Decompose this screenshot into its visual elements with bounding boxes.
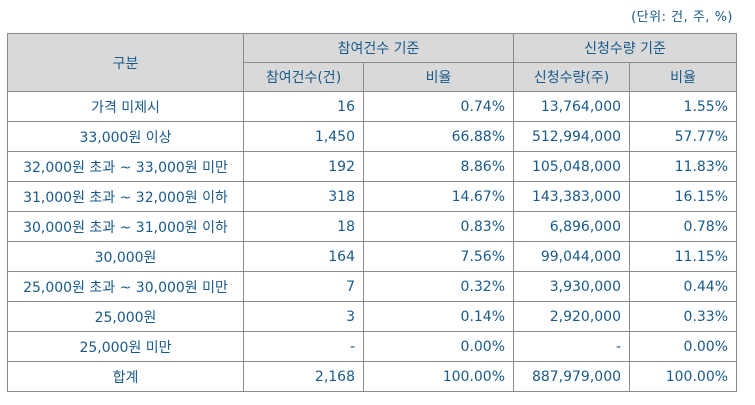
row-label: 30,000원 xyxy=(7,241,244,272)
table-header: 구분 참여건수 기준 신청수량 기준 참여건수(건) 비율 신청수량(주) 비율 xyxy=(7,33,738,92)
subscription-qty-cell: 143,383,000 xyxy=(513,181,631,212)
participation-count-cell: 2,168 xyxy=(243,361,364,392)
table-row: 30,000원 초과 ~ 31,000원 이하 18 0.83% 6,896,0… xyxy=(7,211,738,242)
participation-count-cell: 3 xyxy=(243,301,364,332)
table-body: 가격 미제시 16 0.74% 13,764,000 1.55% 33,000원… xyxy=(7,91,738,392)
table-row: 25,000원 3 0.14% 2,920,000 0.33% xyxy=(7,301,738,332)
participation-count-cell: 192 xyxy=(243,151,364,182)
subscription-ratio-cell: 0.44% xyxy=(629,271,738,302)
participation-count-cell: 318 xyxy=(243,181,364,212)
header-category: 구분 xyxy=(7,33,244,92)
demand-forecast-table: 구분 참여건수 기준 신청수량 기준 참여건수(건) 비율 신청수량(주) 비율… xyxy=(7,33,738,392)
header-participation-count: 참여건수(건) xyxy=(243,62,364,92)
subscription-ratio-cell: 0.33% xyxy=(629,301,738,332)
subscription-ratio-cell: 11.83% xyxy=(629,151,738,182)
table-row: 31,000원 초과 ~ 32,000원 이하 318 14.67% 143,3… xyxy=(7,181,738,212)
subscription-ratio-cell: 1.55% xyxy=(629,91,738,122)
participation-count-cell: 18 xyxy=(243,211,364,242)
participation-ratio-cell: 14.67% xyxy=(362,181,515,212)
row-label: 25,000원 초과 ~ 30,000원 미만 xyxy=(7,271,244,302)
participation-count-cell: 7 xyxy=(243,271,364,302)
row-label: 합계 xyxy=(7,361,244,392)
participation-ratio-cell: 0.74% xyxy=(362,91,515,122)
row-label: 31,000원 초과 ~ 32,000원 이하 xyxy=(7,181,244,212)
subscription-ratio-cell: 16.15% xyxy=(629,181,738,212)
participation-ratio-cell: 0.32% xyxy=(362,271,515,302)
participation-count-cell: 164 xyxy=(243,241,364,272)
subscription-qty-cell: 105,048,000 xyxy=(513,151,631,182)
subscription-qty-cell: 887,979,000 xyxy=(513,361,631,392)
table-row: 30,000원 164 7.56% 99,044,000 11.15% xyxy=(7,241,738,272)
row-label: 25,000원 미만 xyxy=(7,331,244,362)
participation-ratio-cell: 0.83% xyxy=(362,211,515,242)
table-row: 33,000원 이상 1,450 66.88% 512,994,000 57.7… xyxy=(7,121,738,152)
table-row: 32,000원 초과 ~ 33,000원 미만 192 8.86% 105,04… xyxy=(7,151,738,182)
subscription-ratio-cell: 57.77% xyxy=(629,121,738,152)
subscription-ratio-cell: 100.00% xyxy=(629,361,738,392)
participation-ratio-cell: 7.56% xyxy=(362,241,515,272)
subscription-qty-cell: 13,764,000 xyxy=(513,91,631,122)
table-row: 가격 미제시 16 0.74% 13,764,000 1.55% xyxy=(7,91,738,122)
subscription-qty-cell: 6,896,000 xyxy=(513,211,631,242)
subscription-qty-cell: 99,044,000 xyxy=(513,241,631,272)
subscription-ratio-cell: 0.00% xyxy=(629,331,738,362)
unit-note: (단위: 건, 주, %) xyxy=(631,10,733,25)
row-label: 가격 미제시 xyxy=(7,91,244,122)
subscription-ratio-cell: 11.15% xyxy=(629,241,738,272)
subscription-qty-cell: - xyxy=(513,331,631,362)
row-label: 25,000원 xyxy=(7,301,244,332)
participation-count-cell: 16 xyxy=(243,91,364,122)
participation-ratio-cell: 66.88% xyxy=(362,121,515,152)
header-participation-ratio: 비율 xyxy=(362,62,515,92)
table-row: 25,000원 미만 - 0.00% - 0.00% xyxy=(7,331,738,362)
header-group-participation: 참여건수 기준 xyxy=(242,33,515,63)
total-row: 합계 2,168 100.00% 887,979,000 100.00% xyxy=(7,361,738,392)
subscription-qty-cell: 512,994,000 xyxy=(513,121,631,152)
participation-ratio-cell: 100.00% xyxy=(362,361,515,392)
row-label: 32,000원 초과 ~ 33,000원 미만 xyxy=(7,151,244,182)
header-subscription-qty: 신청수량(주) xyxy=(513,62,631,92)
subscription-qty-cell: 3,930,000 xyxy=(513,271,631,302)
header-subscription-ratio: 비율 xyxy=(629,62,738,92)
participation-count-cell: 1,450 xyxy=(243,121,364,152)
row-label: 30,000원 초과 ~ 31,000원 이하 xyxy=(7,211,244,242)
subscription-ratio-cell: 0.78% xyxy=(629,211,738,242)
table-row: 25,000원 초과 ~ 30,000원 미만 7 0.32% 3,930,00… xyxy=(7,271,738,302)
row-label: 33,000원 이상 xyxy=(7,121,244,152)
header-group-subscription: 신청수량 기준 xyxy=(513,33,738,63)
participation-ratio-cell: 0.14% xyxy=(362,301,515,332)
participation-ratio-cell: 8.86% xyxy=(362,151,515,182)
participation-ratio-cell: 0.00% xyxy=(362,331,515,362)
subscription-qty-cell: 2,920,000 xyxy=(513,301,631,332)
participation-count-cell: - xyxy=(243,331,364,362)
